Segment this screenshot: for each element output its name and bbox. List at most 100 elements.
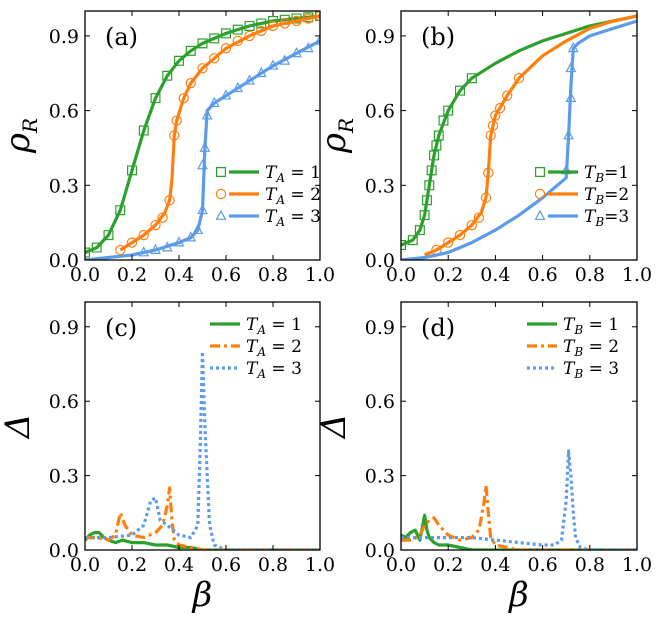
marker-b-0-6 [426, 165, 437, 176]
xtick-label-a-3: 0.6 [211, 264, 241, 286]
marker-b-2-2 [565, 91, 577, 103]
xtick-label-d-1: 0.2 [433, 554, 463, 576]
xtick-label-c-3: 0.6 [211, 554, 241, 576]
marker-a-2-14 [255, 66, 267, 78]
marker-a-2-11 [220, 89, 232, 100]
legend-label-b-0: TB=1 [584, 163, 629, 185]
marker-a-1-6 [169, 130, 180, 141]
xtick-label-a-4: 0.8 [258, 264, 288, 286]
marker-b-0-9 [433, 130, 444, 141]
marker-b-0-5 [424, 180, 435, 191]
xtick-label-c-4: 0.8 [258, 554, 288, 576]
marker-b-0-1 [407, 235, 418, 246]
legend-label-a-2: TA = 3 [265, 207, 321, 229]
ytick-label-a-0: 0.0 [49, 250, 79, 272]
marker-a-1-3 [150, 219, 161, 231]
marker-a-1-9 [185, 78, 196, 89]
marker-a-1-15 [256, 25, 267, 37]
marker-a-0-8 [174, 55, 184, 66]
panel-a: 0.0 0.2 0.4 0.6 0.8 1.0 0.0 0.3 0.6 0.9 (a) ρR TA = … [0, 10, 335, 286]
ytick-label-a-2: 0.6 [49, 101, 79, 123]
marker-a-0-13 [232, 24, 243, 35]
ytick-label-a-3: 0.9 [49, 26, 79, 48]
xtick-label-d-3: 0.6 [527, 554, 557, 576]
marker-b-1-12 [513, 73, 525, 84]
marker-a-0-11 [209, 33, 220, 44]
marker-a-0-5 [138, 125, 149, 136]
ytick-label-c-2: 0.6 [49, 391, 79, 413]
marker-b-1-2 [454, 229, 466, 241]
marker-a-0-6 [150, 93, 161, 104]
xtick-label-c-5: 1.0 [305, 554, 335, 576]
series-line-c-2 [85, 350, 320, 550]
axes-frame-b [400, 10, 638, 261]
ytick-label-b-1: 0.3 [365, 175, 395, 197]
marker-a-1-10 [197, 63, 208, 74]
ytick-label-b-2: 0.6 [365, 101, 395, 123]
legend-label-c-2: TA = 3 [246, 359, 302, 381]
marker-a-1-17 [279, 18, 290, 29]
marker-b-2-0 [560, 164, 572, 175]
xtick-label-d-5: 1.0 [622, 554, 652, 576]
legend-c: TA = 1TA = 2TA = 3 [210, 315, 302, 381]
marker-a-1-1 [126, 237, 138, 248]
marker-a-2-6 [197, 203, 208, 215]
panel-label-c: (c) [105, 314, 137, 342]
series-line-d-1 [401, 483, 637, 550]
series-line-c-1 [85, 486, 320, 550]
x-axis-label-d: β [507, 575, 529, 615]
marker-a-1-12 [220, 43, 232, 54]
plot-area-c [85, 350, 320, 550]
xtick-label-b-4: 0.8 [575, 264, 605, 286]
y-axis-label-sub-a: R [18, 118, 42, 134]
marker-a-2-3 [173, 236, 185, 247]
panel-label-b: (b) [421, 23, 455, 51]
panel-c: 0.0 0.2 0.4 0.6 0.8 1.0 0.0 0.3 0.6 0.9 (c) Δβ TA = … [0, 301, 335, 615]
legend-label-b-1: TB=2 [584, 185, 629, 207]
marker-a-2-17 [291, 46, 302, 58]
marker-a-0-12 [221, 28, 231, 39]
marker-a-2-16 [279, 54, 291, 65]
ytick-label-b-0: 0.0 [365, 250, 395, 272]
marker-a-1-16 [267, 20, 279, 32]
marker-b-1-5 [480, 192, 492, 203]
xtick-label-d-2: 0.4 [480, 554, 510, 576]
panel-label-a: (a) [105, 23, 138, 51]
marker-b-1-4 [473, 212, 485, 223]
series-line-d-2 [401, 449, 637, 550]
legend-label-c-1: TA = 2 [246, 337, 302, 359]
y-axis-label-a: ρR [0, 118, 42, 154]
marker-b-1-8 [487, 120, 499, 131]
panel-d: 0.0 0.2 0.4 0.6 0.8 1.0 0.0 0.3 0.6 0.9 (d) Δβ TB = … [314, 301, 652, 615]
xtick-label-d-4: 0.8 [575, 554, 605, 576]
marker-a-0-1 [91, 242, 102, 253]
marker-b-2-1 [563, 129, 574, 140]
marker-a-0-0 [85, 247, 90, 258]
marker-a-0-10 [197, 38, 208, 49]
marker-a-0-2 [103, 230, 114, 241]
legend-marker-b-1 [534, 188, 546, 200]
marker-a-2-18 [302, 42, 314, 53]
marker-b-2-3 [565, 61, 577, 73]
panel-label-d: (d) [421, 314, 455, 342]
series-line-b-2 [401, 19, 637, 260]
marker-a-2-5 [192, 223, 204, 235]
legend-marker-b-2 [534, 209, 546, 220]
marker-a-2-9 [201, 109, 213, 120]
legend-label-a-1: TA = 2 [265, 185, 321, 207]
xtick-label-b-1: 0.2 [433, 264, 463, 286]
xtick-label-b-5: 1.0 [622, 264, 652, 286]
y-axis-label-sub-b: R [334, 118, 358, 134]
legend-label-c-0: TA = 1 [246, 315, 302, 337]
xtick-label-a-1: 0.2 [117, 264, 147, 286]
axes-frame-d [400, 301, 638, 551]
marker-b-0-8 [431, 140, 442, 151]
marker-b-0-2 [414, 225, 425, 236]
marker-b-1-1 [443, 237, 454, 248]
y-axis-label-c: Δ [0, 414, 38, 441]
xtick-label-b-0: 0.0 [386, 264, 416, 286]
marker-b-0-3 [419, 210, 430, 221]
marker-a-2-13 [244, 74, 255, 85]
legend-label-a-0: TA = 1 [265, 163, 321, 185]
